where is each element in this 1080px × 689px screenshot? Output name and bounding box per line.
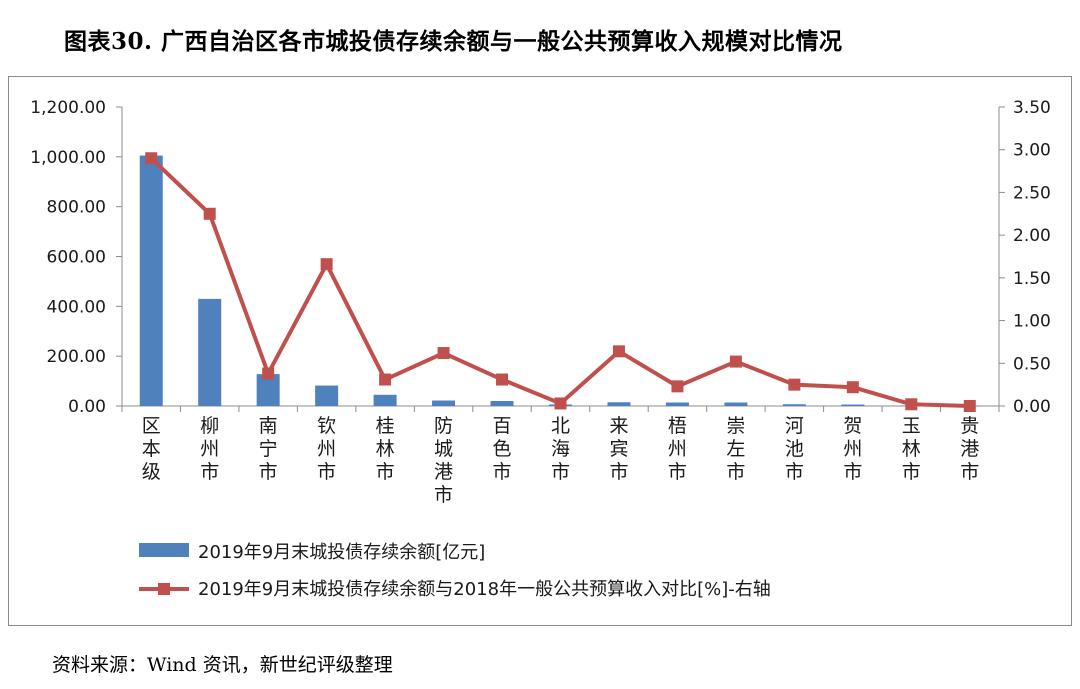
x-tick-label: 区本级 — [142, 415, 161, 483]
right-tick-label: 2.00 — [1013, 226, 1051, 246]
ratio-point — [203, 207, 216, 220]
figure-title: 图表30. 广西自治区各市城投债存续余额与一般公共预算收入规模对比情况 — [64, 28, 843, 55]
right-tick-label: 1.50 — [1013, 269, 1051, 289]
x-tick-label: 北海市 — [551, 415, 570, 483]
x-tick-label: 南宁市 — [259, 415, 278, 483]
right-tick-label: 0.50 — [1013, 354, 1051, 374]
left-tick-label: 1,000.00 — [30, 148, 106, 168]
ratio-point — [963, 400, 976, 412]
x-tick-label: 玉林市 — [902, 415, 921, 483]
right-tick-label: 3.50 — [1013, 98, 1051, 118]
bar — [315, 385, 339, 406]
left-tick-label: 600.00 — [47, 248, 106, 268]
legend-line-label: 2019年9月末城投债存续余额与2018年一般公共预算收入对比[%]-右轴 — [198, 579, 771, 600]
left-tick-label: 800.00 — [47, 198, 106, 218]
left-tick-label: 400.00 — [47, 297, 106, 317]
x-tick-label: 来宾市 — [609, 415, 628, 483]
x-tick-label: 梧州市 — [668, 415, 687, 483]
ratio-point — [729, 355, 742, 368]
legend-bar-swatch — [139, 543, 189, 557]
left-tick-label: 0.00 — [68, 397, 106, 417]
ratio-point — [905, 398, 918, 411]
x-tick-label: 百色市 — [493, 415, 512, 483]
bar — [490, 401, 514, 406]
ratio-point — [554, 397, 567, 410]
ratio-point — [496, 373, 509, 386]
x-tick-label: 防城港市 — [434, 415, 453, 506]
ratio-point — [671, 380, 684, 393]
ratio-point — [846, 381, 859, 394]
ratio-point — [788, 378, 801, 391]
x-tick-label: 贺州市 — [843, 415, 862, 483]
right-tick-label: 0.00 — [1013, 397, 1051, 417]
x-tick-label: 钦州市 — [317, 415, 336, 483]
ratio-point — [262, 367, 275, 380]
ratio-point — [612, 345, 625, 358]
ratio-point — [145, 152, 158, 165]
chart-frame: 0.00 200.00 400.00 600.00 800.00 1,000.00 1,20… — [8, 76, 1072, 626]
bar — [198, 298, 222, 406]
bar — [782, 404, 806, 406]
legend-bar-label: 2019年9月末城投债存续余额[亿元] — [198, 542, 485, 563]
bar — [373, 394, 397, 406]
bar — [256, 374, 280, 406]
x-tick-label: 贵港市 — [960, 415, 979, 483]
bar — [665, 402, 689, 406]
right-tick-label: 3.00 — [1013, 141, 1051, 161]
source-note: 资料来源：Wind 资讯，新世纪评级整理 — [52, 654, 393, 676]
bar — [139, 155, 163, 406]
left-tick-label: 200.00 — [47, 347, 106, 367]
ratio-point — [437, 347, 450, 360]
right-tick-label: 1.00 — [1013, 312, 1051, 332]
right-tick-label: 2.50 — [1013, 183, 1051, 203]
x-tick-label: 崇左市 — [726, 415, 745, 483]
bar — [841, 404, 865, 406]
ratio-point — [320, 258, 333, 271]
combo-chart: 0.00 200.00 400.00 600.00 800.00 1,000.00 1,20… — [30, 98, 1051, 600]
ratio-point — [379, 373, 392, 386]
x-tick-label: 桂林市 — [376, 415, 395, 483]
x-tick-label: 河池市 — [785, 415, 804, 483]
x-tick-label: 柳州市 — [200, 415, 219, 483]
left-tick-label: 1,200.00 — [30, 98, 106, 118]
bar — [607, 402, 631, 406]
bar — [432, 400, 456, 406]
bar — [724, 402, 748, 406]
legend-line-marker — [158, 583, 170, 595]
